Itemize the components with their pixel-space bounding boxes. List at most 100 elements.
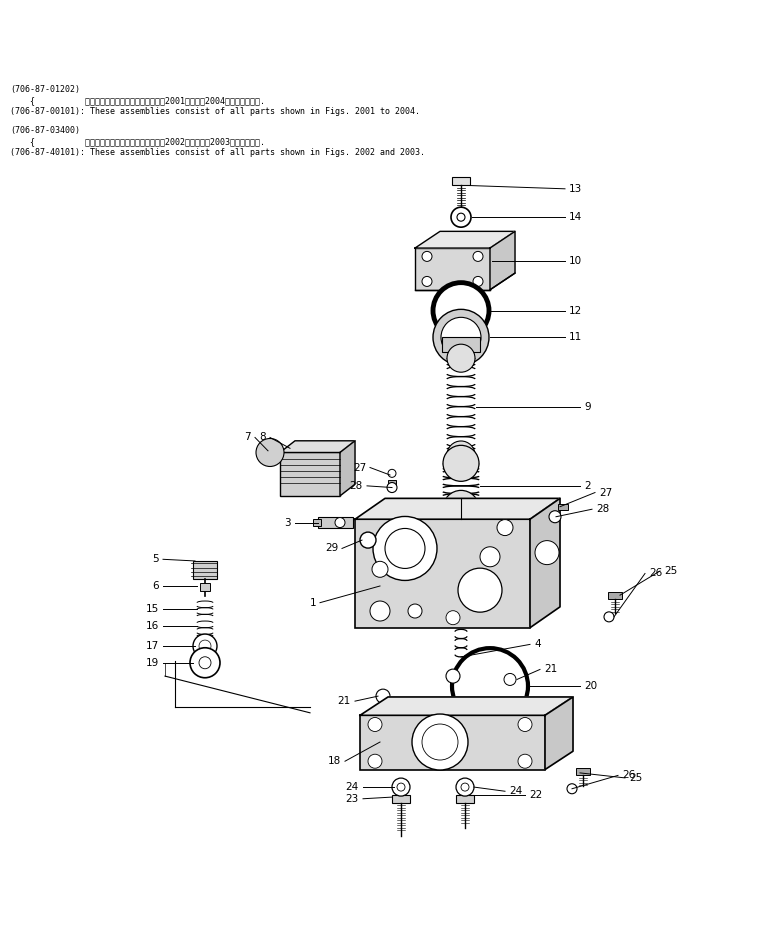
Polygon shape: [340, 441, 355, 496]
Text: 5: 5: [152, 554, 159, 565]
Circle shape: [199, 640, 211, 652]
Bar: [355, 519, 530, 628]
Text: 13: 13: [569, 184, 582, 193]
Circle shape: [456, 778, 474, 796]
Circle shape: [452, 648, 528, 724]
Circle shape: [190, 648, 220, 678]
Text: 15: 15: [146, 604, 159, 615]
Text: 24: 24: [509, 786, 522, 796]
Text: 24: 24: [346, 782, 359, 792]
Text: 3: 3: [284, 518, 291, 527]
Circle shape: [193, 634, 217, 658]
Circle shape: [451, 207, 471, 227]
Circle shape: [422, 276, 432, 286]
Text: 1: 1: [310, 598, 316, 607]
Circle shape: [376, 689, 390, 703]
Circle shape: [422, 251, 432, 261]
Circle shape: [443, 445, 479, 482]
Circle shape: [360, 532, 376, 548]
Text: 9: 9: [584, 402, 591, 412]
Circle shape: [368, 718, 382, 732]
Bar: [452, 177, 470, 185]
Circle shape: [504, 673, 516, 685]
Polygon shape: [415, 232, 515, 248]
Bar: [456, 794, 474, 803]
Polygon shape: [545, 697, 573, 769]
Bar: [193, 561, 217, 579]
Circle shape: [549, 511, 561, 523]
Circle shape: [567, 784, 577, 793]
Text: 26: 26: [649, 568, 662, 578]
Circle shape: [457, 213, 465, 221]
Bar: [442, 338, 480, 352]
Bar: [608, 591, 622, 599]
Polygon shape: [355, 498, 560, 519]
Bar: [415, 248, 490, 290]
Text: 21: 21: [544, 664, 557, 674]
Text: 20: 20: [584, 681, 597, 691]
Bar: [576, 768, 590, 776]
Polygon shape: [530, 498, 560, 628]
Circle shape: [443, 490, 479, 526]
Circle shape: [372, 562, 388, 578]
Text: (706-87-01202): (706-87-01202): [10, 86, 80, 94]
Text: 23: 23: [346, 794, 359, 804]
Circle shape: [412, 714, 468, 770]
Text: 16: 16: [146, 621, 159, 631]
Text: 28: 28: [350, 481, 363, 491]
Circle shape: [199, 657, 211, 669]
Bar: [318, 517, 353, 528]
Text: 21: 21: [338, 697, 351, 706]
Text: 29: 29: [324, 543, 338, 553]
Text: 14: 14: [569, 212, 582, 222]
Text: (706-87-40101): These assemblies consist of all parts shown in Figs. 2002 and 20: (706-87-40101): These assemblies consist…: [10, 148, 425, 157]
Text: 26: 26: [622, 770, 636, 780]
Circle shape: [518, 718, 532, 732]
Circle shape: [446, 669, 460, 684]
Text: 17: 17: [146, 641, 159, 651]
Text: 27: 27: [599, 487, 612, 498]
Text: 4: 4: [534, 640, 541, 649]
Circle shape: [370, 601, 390, 621]
Circle shape: [473, 276, 483, 286]
Text: 12: 12: [569, 306, 582, 315]
Circle shape: [441, 317, 481, 357]
Text: 7: 7: [244, 432, 251, 443]
Bar: [200, 583, 210, 591]
Polygon shape: [280, 441, 355, 453]
Circle shape: [535, 540, 559, 565]
Circle shape: [368, 754, 382, 768]
Text: 8: 8: [259, 432, 266, 443]
Text: 25: 25: [629, 773, 643, 783]
Text: (706-87-00101): These assemblies consist of all parts shown in Figs. 2001 to 200: (706-87-00101): These assemblies consist…: [10, 107, 420, 116]
Circle shape: [335, 518, 345, 527]
Text: 10: 10: [569, 256, 582, 266]
Bar: [388, 480, 396, 485]
Text: 18: 18: [327, 756, 341, 766]
Bar: [313, 519, 321, 525]
Text: 28: 28: [596, 504, 609, 514]
Bar: [280, 453, 340, 496]
Bar: [360, 715, 545, 769]
Circle shape: [461, 783, 469, 791]
Circle shape: [480, 547, 500, 566]
Circle shape: [458, 568, 502, 612]
Circle shape: [408, 604, 422, 618]
Polygon shape: [490, 232, 515, 290]
Circle shape: [373, 516, 437, 580]
Circle shape: [446, 611, 460, 625]
Circle shape: [497, 520, 513, 536]
Bar: [392, 794, 410, 803]
Circle shape: [422, 724, 458, 760]
Circle shape: [397, 783, 405, 791]
Circle shape: [385, 528, 425, 568]
Text: 25: 25: [664, 566, 677, 576]
Polygon shape: [360, 697, 573, 715]
Text: {          これらのアセンブリの構成部品は第2002図および第2003図を含みます.: { これらのアセンブリの構成部品は第2002図および第2003図を含みます.: [10, 137, 265, 146]
Text: 27: 27: [353, 462, 366, 472]
Circle shape: [256, 438, 284, 467]
Circle shape: [447, 441, 475, 469]
Circle shape: [518, 754, 532, 768]
Circle shape: [392, 778, 410, 796]
Text: 22: 22: [529, 790, 542, 800]
